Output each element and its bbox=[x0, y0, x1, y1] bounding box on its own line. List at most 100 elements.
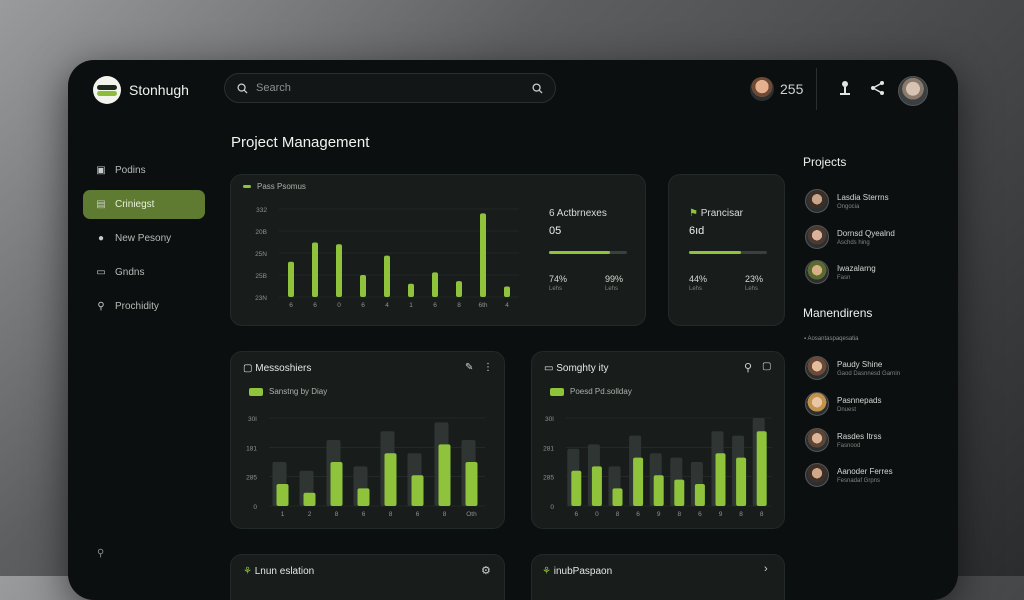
chart-bar[interactable] bbox=[715, 453, 726, 506]
user-avatar[interactable] bbox=[898, 76, 928, 106]
share-icon[interactable] bbox=[870, 80, 886, 96]
sidebar-item-criniegst[interactable]: ▤ Criniegst bbox=[83, 190, 205, 219]
chart-bar[interactable] bbox=[438, 444, 451, 506]
legend-swatch bbox=[243, 185, 251, 189]
chart-bar[interactable] bbox=[303, 492, 316, 506]
chart-bar[interactable] bbox=[633, 457, 644, 506]
stat-card-prancisar[interactable]: ⚑ Prancisar 6ıd 44% Lehs 23% Lehs bbox=[668, 174, 785, 326]
chart-bar[interactable] bbox=[357, 488, 370, 506]
help-icon[interactable]: ⚲ bbox=[97, 548, 105, 559]
x-tick-label: Oth bbox=[466, 511, 477, 518]
stat-percent-label: Lehs bbox=[605, 286, 619, 292]
page-title: Project Management bbox=[231, 134, 370, 151]
search-input[interactable]: Search bbox=[256, 82, 291, 94]
chart-bar[interactable] bbox=[571, 470, 582, 506]
logo-mark-icon bbox=[93, 76, 121, 104]
y-tick-label: 285 bbox=[543, 475, 554, 482]
x-tick-label: 8 bbox=[389, 511, 393, 518]
project-item[interactable]: Dornsd Qyealnd Aschds hing bbox=[805, 225, 895, 249]
chart-bar[interactable] bbox=[591, 466, 602, 506]
activity-bar-chart: 30I 281 285 0 6 0 8 6 9 8 6 9 8 8 bbox=[543, 416, 772, 518]
x-tick-label: 6th bbox=[478, 302, 487, 309]
x-tick-label: 6 bbox=[416, 511, 420, 518]
x-tick-label: 8 bbox=[443, 511, 447, 518]
key-icon: ⚲ bbox=[97, 301, 105, 312]
chat-icon[interactable]: ▢ bbox=[762, 361, 772, 372]
edit-icon[interactable]: ✎ bbox=[465, 362, 474, 373]
chart-bar[interactable] bbox=[432, 272, 438, 297]
app-window: Stonhugh Search 255 ▣ Podins ▤ Criniegst ●… bbox=[68, 60, 958, 600]
x-tick-label: 6 bbox=[361, 302, 365, 309]
chart-bar[interactable] bbox=[694, 484, 705, 506]
sidebar-item-new-pesony[interactable]: ● New Pesony bbox=[83, 224, 205, 253]
more-icon[interactable]: ⋮ bbox=[483, 362, 493, 373]
projects-title: Projects bbox=[803, 155, 847, 169]
member-sub: Fesnadaf Grpns bbox=[837, 477, 881, 484]
sidebar-item-podins[interactable]: ▣ Podins bbox=[83, 156, 205, 185]
member-item[interactable]: Aanoder Ferres Fesnadaf Grpns bbox=[805, 463, 893, 487]
project-item[interactable]: Lasdia Sterrns Ongocia bbox=[805, 189, 889, 213]
stat-percent-label: Lehs bbox=[549, 286, 563, 292]
chart-bar[interactable] bbox=[653, 475, 664, 506]
member-item[interactable]: Paudy Shine Gaod Dasnnesd Garnin bbox=[805, 356, 900, 380]
search-icon[interactable]: ⚲ bbox=[744, 362, 753, 374]
sidebar-item-gndns[interactable]: ▭ Gndns bbox=[83, 258, 205, 287]
member-item[interactable]: Pasnnepads Dnuest bbox=[805, 392, 881, 416]
project-name: Dornsd Qyealnd bbox=[837, 228, 895, 238]
notification-count: 255 bbox=[780, 81, 804, 97]
app-name: Stonhugh bbox=[129, 82, 189, 98]
x-tick-label: 8 bbox=[760, 511, 764, 518]
x-tick-label: 6 bbox=[433, 302, 437, 309]
y-tick-label: 285 bbox=[246, 475, 257, 482]
chart-bar[interactable] bbox=[408, 283, 414, 297]
settings-icon[interactable]: ⚙ bbox=[481, 565, 491, 577]
chart-bar[interactable] bbox=[384, 453, 397, 506]
x-tick-label: 8 bbox=[739, 511, 743, 518]
chart-bar[interactable] bbox=[674, 479, 685, 506]
project-sub: Fasn bbox=[837, 274, 851, 281]
avatar bbox=[805, 428, 829, 452]
chart-bar[interactable] bbox=[736, 457, 747, 506]
person-icon[interactable] bbox=[838, 80, 852, 96]
chart-bar[interactable] bbox=[465, 462, 478, 506]
sidebar-item-prochidity[interactable]: ⚲ Prochidity bbox=[83, 292, 205, 321]
y-tick-label: 25N bbox=[255, 251, 267, 258]
stat-percent: 23% bbox=[745, 274, 764, 284]
chart-bar[interactable] bbox=[411, 475, 424, 506]
progress-fill bbox=[689, 251, 742, 254]
chart-bar[interactable] bbox=[312, 242, 318, 297]
sidebar-item-label: Gndns bbox=[115, 267, 145, 278]
chart-bar[interactable] bbox=[336, 244, 342, 297]
legend-swatch bbox=[249, 387, 263, 396]
chart-bar[interactable] bbox=[456, 281, 462, 297]
stat-title-text: Prancisar bbox=[700, 208, 743, 219]
y-tick-label: 20B bbox=[255, 229, 267, 236]
members-subtitle: ▪ Aosantaspaqesatia bbox=[804, 336, 859, 342]
app-logo[interactable]: Stonhugh bbox=[93, 76, 189, 104]
chart-bar[interactable] bbox=[612, 488, 623, 506]
member-item[interactable]: Rasdes Itrss Fasnood bbox=[805, 428, 881, 452]
search-bar[interactable]: Search bbox=[224, 73, 556, 103]
x-tick-label: 6 bbox=[313, 302, 317, 309]
members-title: Manendirens bbox=[803, 306, 873, 320]
chevron-right-icon[interactable]: › bbox=[764, 563, 768, 575]
chart-bar[interactable] bbox=[330, 462, 343, 506]
messages-bar-chart: 30I 181 285 0 1 2 8 6 8 6 8 Oth bbox=[246, 416, 485, 518]
header-stats[interactable]: 255 bbox=[750, 77, 803, 101]
chart-bar[interactable] bbox=[504, 286, 510, 297]
project-text: Dornsd Qyealnd Aschds hing bbox=[837, 229, 895, 246]
project-item[interactable]: Iwazalarng Fasn bbox=[805, 260, 876, 284]
chart-bar[interactable] bbox=[480, 213, 486, 297]
chart-bar[interactable] bbox=[384, 255, 390, 297]
legend-label: Sanstng by Diay bbox=[269, 387, 328, 396]
folder-icon: ▤ bbox=[96, 199, 106, 210]
member-name: Rasdes Itrss bbox=[837, 431, 882, 441]
chart-bar[interactable] bbox=[756, 431, 767, 506]
chart-bar[interactable] bbox=[288, 261, 294, 297]
search-submit-icon[interactable] bbox=[532, 82, 543, 94]
card-title: ⚘ Lnun eslation bbox=[243, 566, 314, 577]
chart-bar[interactable] bbox=[276, 484, 289, 506]
x-tick-label: 4 bbox=[385, 302, 389, 309]
project-name: Iwazalarng bbox=[837, 263, 876, 273]
chart-bar[interactable] bbox=[360, 275, 366, 297]
